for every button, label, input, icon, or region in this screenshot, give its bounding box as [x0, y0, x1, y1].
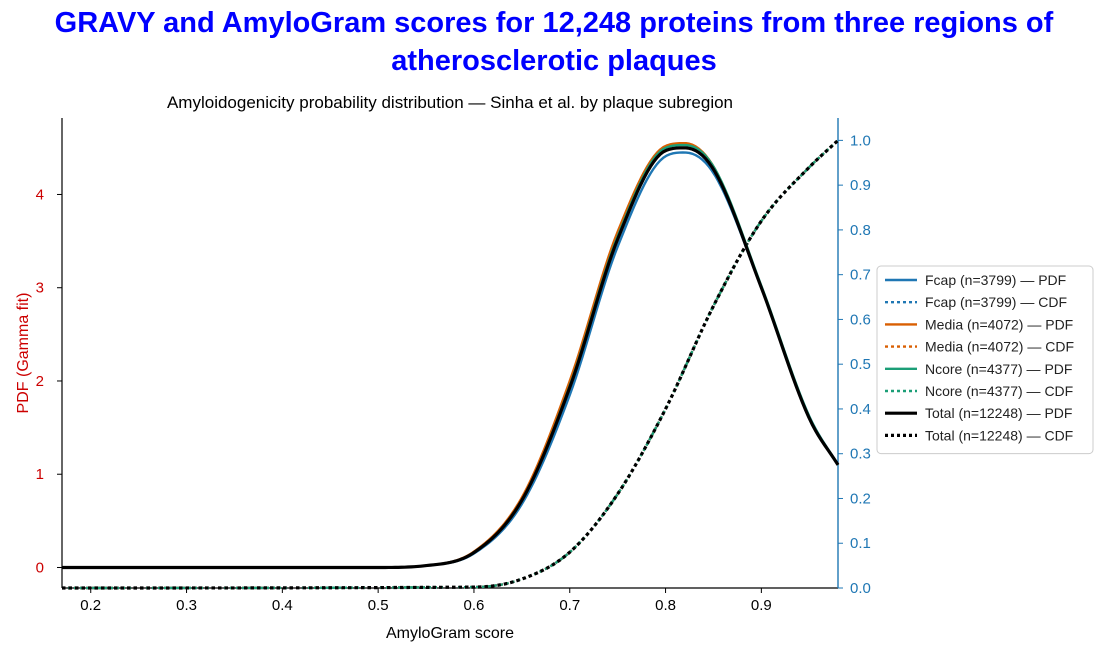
- x-tick-label: 0.9: [751, 597, 772, 614]
- x-axis-label: AmyloGram score: [386, 625, 514, 642]
- x-tick-label: 0.4: [272, 597, 293, 614]
- y-right-tick-label: 0.7: [850, 267, 871, 284]
- y-right-tick-label: 1.0: [850, 132, 871, 149]
- x-tick-label: 0.3: [176, 597, 197, 614]
- series-line-media-n-4072-pdf: [62, 141, 840, 569]
- y-right-tick-label: 0.4: [850, 401, 871, 418]
- x-tick-label: 0.6: [464, 597, 485, 614]
- y-left-tick-label: 0: [36, 559, 44, 576]
- y-right-tick-label: 0.6: [850, 311, 871, 328]
- y-left-tick-label: 3: [36, 280, 44, 297]
- x-tick-label: 0.8: [655, 597, 676, 614]
- y-right-tick-label: 0.0: [850, 580, 871, 597]
- legend-entry: Fcap (n=3799) — PDF: [925, 272, 1066, 288]
- legend-entry: Ncore (n=4377) — PDF: [925, 361, 1072, 377]
- series-line-total-n-12248-cdf: [62, 139, 840, 590]
- chart-title: Amyloidogenicity probability distributio…: [167, 93, 733, 112]
- y-left-tick-label: 4: [36, 186, 44, 203]
- y-left-tick-label: 2: [36, 373, 44, 390]
- legend-entry: Ncore (n=4377) — CDF: [925, 383, 1073, 399]
- series-line-total-n-12248-pdf: [62, 146, 840, 570]
- y-axis-left-label: PDF (Gamma fit): [15, 293, 32, 414]
- series-line-fcap-n-3799-cdf: [62, 139, 839, 590]
- series-line-fcap-n-3799-pdf: [62, 151, 840, 569]
- series-line-ncore-n-4377-cdf: [62, 139, 839, 590]
- y-right-tick-label: 0.8: [850, 222, 871, 239]
- x-tick-label: 0.2: [80, 597, 101, 614]
- legend-entry: Total (n=12248) — CDF: [925, 427, 1073, 443]
- y-right-tick-label: 0.9: [850, 177, 871, 194]
- legend-box: [876, 265, 1094, 455]
- x-tick-label: 0.5: [368, 597, 389, 614]
- y-right-tick-label: 0.3: [850, 446, 871, 463]
- x-tick-label: 0.7: [559, 597, 580, 614]
- y-right-tick-label: 0.1: [850, 535, 871, 552]
- y-right-tick-label: 0.5: [850, 356, 871, 373]
- legend-entry: Media (n=4072) — PDF: [925, 316, 1073, 332]
- series-line-ncore-n-4377-pdf: [62, 143, 840, 569]
- legend-entry: Total (n=12248) — PDF: [925, 405, 1072, 421]
- y-left-tick-label: 1: [36, 466, 44, 483]
- series-line-media-n-4072-cdf: [62, 139, 839, 590]
- page-title: GRAVY and AmyloGram scores for 12,248 pr…: [54, 7, 1054, 77]
- legend-entry: Media (n=4072) — CDF: [925, 339, 1074, 355]
- legend-entry: Fcap (n=3799) — CDF: [925, 294, 1067, 310]
- y-right-tick-label: 0.2: [850, 490, 871, 507]
